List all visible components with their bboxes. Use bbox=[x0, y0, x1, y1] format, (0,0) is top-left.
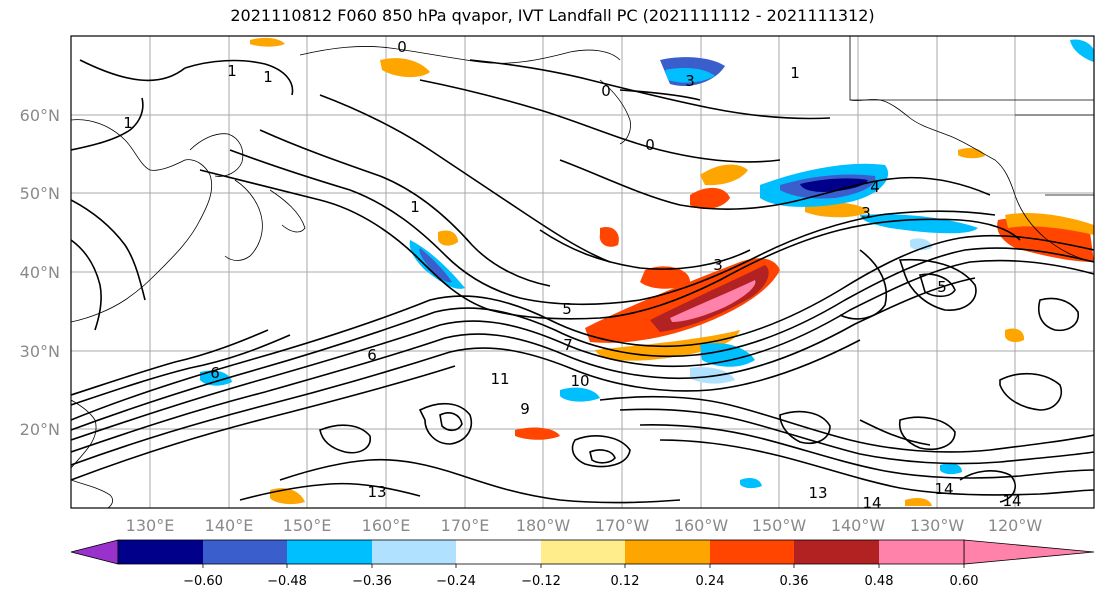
contour-label: 6 bbox=[367, 346, 377, 364]
contour-label: 13 bbox=[808, 484, 827, 502]
contour-label: 1 bbox=[227, 62, 237, 80]
colorbar-segment bbox=[372, 540, 456, 564]
colorbar-tick-label: −0.12 bbox=[521, 574, 561, 589]
map-border bbox=[70, 35, 1095, 509]
contour-label: 0 bbox=[397, 38, 407, 56]
gridlines bbox=[71, 36, 1094, 508]
lat-label: 20°N bbox=[20, 420, 60, 439]
shading-positive bbox=[250, 37, 1094, 506]
contour-label: 9 bbox=[520, 400, 530, 418]
colorbar-segment bbox=[794, 540, 879, 564]
contour-label: 14 bbox=[862, 494, 881, 512]
colorbar-segment bbox=[118, 540, 203, 564]
lon-label: 150°W bbox=[752, 516, 807, 535]
contour-label: 0 bbox=[601, 82, 611, 100]
contour-label: 4 bbox=[870, 178, 880, 196]
contour-label: 14 bbox=[934, 480, 953, 498]
colorbar-tick-label: −0.48 bbox=[267, 574, 307, 589]
lon-label: 120°W bbox=[988, 516, 1043, 535]
lat-label: 60°N bbox=[20, 106, 60, 125]
colorbar-tick-label: 0.12 bbox=[611, 574, 640, 589]
contour-label: 1 bbox=[790, 64, 800, 82]
contour-label: 10 bbox=[570, 372, 589, 390]
contour-label: 0 bbox=[645, 136, 655, 154]
colorbar-tick-label: 0.24 bbox=[696, 574, 725, 589]
lon-label: 130°E bbox=[126, 516, 175, 535]
contour-label: 3 bbox=[713, 256, 723, 274]
lon-label: 150°E bbox=[283, 516, 332, 535]
chart-title: 2021110812 F060 850 hPa qvapor, IVT Land… bbox=[230, 6, 875, 25]
colorbar-extend-left bbox=[70, 539, 119, 565]
colorbar-tick-label: 0.36 bbox=[780, 574, 809, 589]
colorbar-segment bbox=[456, 540, 541, 564]
ivt-contours bbox=[71, 59, 1094, 504]
coastlines bbox=[71, 36, 1094, 508]
colorbar-tick-label: 0.48 bbox=[865, 574, 894, 589]
contour-label: 5 bbox=[562, 300, 572, 318]
lon-label: 140°E bbox=[205, 516, 254, 535]
contour-label: 3 bbox=[685, 72, 695, 90]
colorbar-tick-label: 0.60 bbox=[950, 574, 979, 589]
map-panel: 0 1 1 1 3 1 1 0 4 3 3 5 5 7 6 6 10 11 9 … bbox=[71, 36, 1094, 512]
colorbar-segment bbox=[879, 540, 964, 564]
shading-negative bbox=[200, 39, 1094, 489]
lat-label: 30°N bbox=[20, 342, 60, 361]
lat-label: 50°N bbox=[20, 184, 60, 203]
lat-label: 40°N bbox=[20, 263, 60, 282]
lon-label: 160°W bbox=[674, 516, 729, 535]
lon-label: 160°E bbox=[362, 516, 411, 535]
contour-label: 6 bbox=[210, 364, 220, 382]
colorbar-ticks bbox=[202, 564, 965, 568]
contour-label: 7 bbox=[563, 336, 573, 354]
contour-label: 14 bbox=[1002, 492, 1021, 510]
lon-label: 140°W bbox=[831, 516, 886, 535]
colorbar-extend-right bbox=[963, 539, 1095, 565]
lon-label: 180°W bbox=[516, 516, 571, 535]
contour-label: 1 bbox=[263, 68, 273, 86]
longitude-labels: 130°E 140°E 150°E 160°E 170°E 180°W 170°… bbox=[126, 516, 1043, 535]
contour-label: 13 bbox=[367, 483, 386, 501]
colorbar-segment bbox=[541, 540, 625, 564]
lon-label: 170°W bbox=[595, 516, 650, 535]
lon-label: 130°W bbox=[910, 516, 965, 535]
colorbar-tick-label: −0.60 bbox=[183, 574, 223, 589]
contour-labels: 0 1 1 1 3 1 1 0 4 3 3 5 5 7 6 6 10 11 9 … bbox=[123, 38, 1021, 512]
colorbar-tick-label: −0.24 bbox=[436, 574, 476, 589]
contour-label: 5 bbox=[937, 278, 947, 296]
contour-label: 1 bbox=[410, 198, 420, 216]
contour-label: 11 bbox=[490, 370, 509, 388]
colorbar-segment bbox=[287, 540, 372, 564]
contour-label: 3 bbox=[861, 204, 871, 222]
colorbar-tick-label: −0.36 bbox=[352, 574, 392, 589]
colorbar-segment bbox=[710, 540, 794, 564]
colorbar: −0.60 −0.48 −0.36 −0.24 −0.12 0.12 0.24 … bbox=[70, 539, 1095, 589]
latitude-labels: 60°N 50°N 40°N 30°N 20°N bbox=[20, 106, 60, 439]
lon-label: 170°E bbox=[441, 516, 490, 535]
colorbar-segment bbox=[625, 540, 710, 564]
contour-label: 1 bbox=[123, 114, 133, 132]
colorbar-segment bbox=[203, 540, 287, 564]
